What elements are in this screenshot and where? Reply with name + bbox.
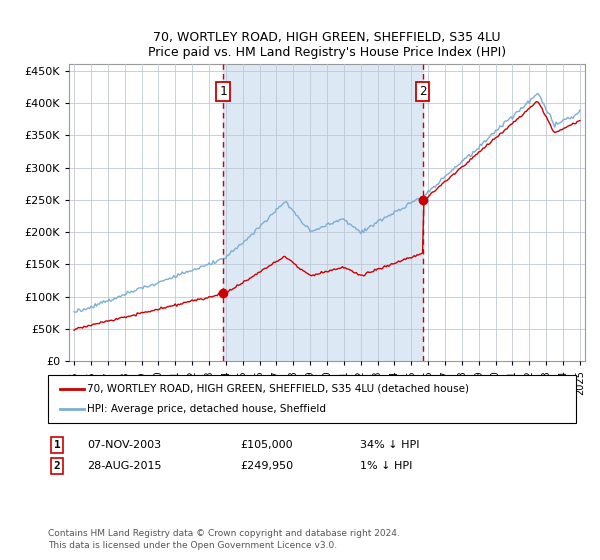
Text: 1: 1 xyxy=(220,85,227,98)
Text: £249,950: £249,950 xyxy=(240,461,293,471)
Text: 1: 1 xyxy=(53,440,61,450)
Text: HPI: Average price, detached house, Sheffield: HPI: Average price, detached house, Shef… xyxy=(87,404,326,414)
Bar xyxy=(223,64,422,361)
Text: 07-NOV-2003: 07-NOV-2003 xyxy=(87,440,161,450)
Text: 34% ↓ HPI: 34% ↓ HPI xyxy=(360,440,419,450)
Text: 1% ↓ HPI: 1% ↓ HPI xyxy=(360,461,412,471)
Text: 28-AUG-2015: 28-AUG-2015 xyxy=(87,461,161,471)
Text: 2: 2 xyxy=(53,461,61,471)
Title: 70, WORTLEY ROAD, HIGH GREEN, SHEFFIELD, S35 4LU
Price paid vs. HM Land Registry: 70, WORTLEY ROAD, HIGH GREEN, SHEFFIELD,… xyxy=(148,31,506,59)
Text: 2: 2 xyxy=(419,85,427,98)
Text: £105,000: £105,000 xyxy=(240,440,293,450)
Text: Contains HM Land Registry data © Crown copyright and database right 2024.: Contains HM Land Registry data © Crown c… xyxy=(48,529,400,538)
Text: This data is licensed under the Open Government Licence v3.0.: This data is licensed under the Open Gov… xyxy=(48,542,337,550)
Text: 70, WORTLEY ROAD, HIGH GREEN, SHEFFIELD, S35 4LU (detached house): 70, WORTLEY ROAD, HIGH GREEN, SHEFFIELD,… xyxy=(87,384,469,394)
